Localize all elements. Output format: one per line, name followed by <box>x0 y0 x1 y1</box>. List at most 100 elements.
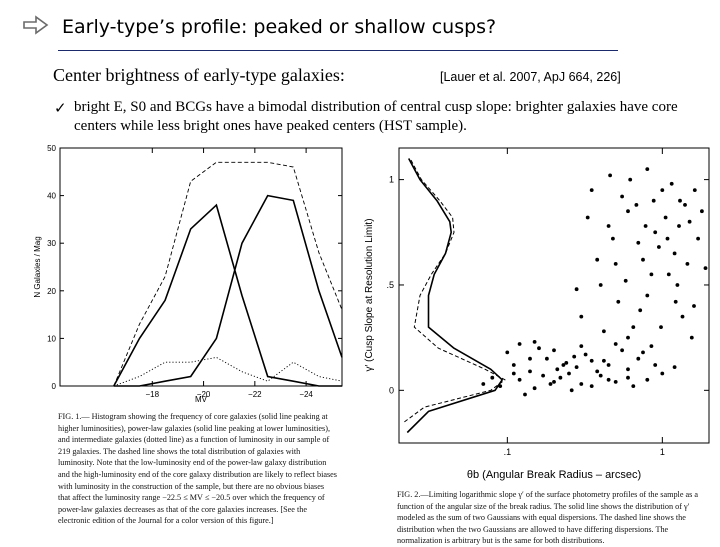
scatter-point <box>626 375 630 380</box>
scatter-point <box>626 209 630 214</box>
histogram-series-line <box>113 203 342 387</box>
scatter-point <box>511 363 516 367</box>
scatter-point <box>678 198 682 203</box>
scatter-point <box>613 380 618 384</box>
scatter-point <box>692 188 697 192</box>
scatter-y-tick-label: .5 <box>386 280 394 290</box>
scatter-point <box>641 350 645 355</box>
scatter-point <box>567 371 571 376</box>
citation: [Lauer et al. 2007, ApJ 664, 226] <box>440 70 621 84</box>
scatter-point <box>675 283 680 287</box>
scatter-model-curve <box>404 158 506 423</box>
histogram-x-tick-label: −18 <box>146 390 160 399</box>
scatter-point <box>660 371 665 376</box>
scatter-point <box>685 262 690 266</box>
scatter-point <box>628 177 633 182</box>
scatter-point <box>680 314 685 319</box>
scatter-point <box>552 348 556 353</box>
scatter-point <box>532 340 537 344</box>
scatter-point <box>555 367 560 372</box>
scatter-point <box>574 287 579 292</box>
scatter-model-curve <box>406 158 503 434</box>
scatter-point <box>552 380 556 384</box>
scatter-point <box>606 377 611 382</box>
scatter-point <box>608 173 612 178</box>
scatter-y-tick-label: 0 <box>389 385 394 395</box>
scatter-point <box>545 356 549 361</box>
scatter-point <box>703 266 708 270</box>
scatter-point <box>641 257 645 262</box>
slide-subtitle: Center brightness of early-type galaxies… <box>53 65 345 85</box>
scatter-point <box>574 365 579 369</box>
scatter-point <box>589 358 594 363</box>
scatter-y-tick-label: 1 <box>389 175 394 185</box>
histogram-frame <box>59 147 343 387</box>
scatter-y-axis-label: γ′ (Cusp Slope at Resolution Limit) <box>364 218 375 371</box>
scatter-point <box>672 251 677 256</box>
scatter-point <box>532 386 537 391</box>
scatter-point <box>631 325 636 329</box>
scatter-point <box>653 363 658 367</box>
scatter-point <box>657 245 661 249</box>
scatter-point <box>672 365 677 369</box>
scatter-point <box>537 346 541 351</box>
scatter-point <box>636 240 641 245</box>
scatter-point <box>572 354 577 359</box>
figure-1-caption: FIG. 1.— Histogram showing the frequency… <box>58 412 337 526</box>
scatter-point <box>589 188 594 192</box>
scatter-point <box>660 188 665 192</box>
scatter-point <box>541 373 545 378</box>
scatter-point <box>663 215 668 220</box>
scatter-point <box>598 283 603 287</box>
scatter-point <box>606 224 611 228</box>
scatter-point <box>523 392 527 397</box>
histogram-series-line <box>113 356 343 387</box>
scatter-point <box>659 325 663 329</box>
scatter-point <box>696 236 700 241</box>
scatter-point <box>528 369 532 374</box>
scatter-point <box>595 257 600 262</box>
scatter-point <box>481 382 486 386</box>
scatter-point <box>583 352 588 357</box>
scatter-point <box>558 375 563 380</box>
scatter-point <box>505 350 510 355</box>
scatter-point <box>511 371 516 376</box>
scatter-point <box>649 272 654 277</box>
histogram-series-line <box>113 194 343 387</box>
scatter-point <box>585 215 590 220</box>
scatter-point <box>589 384 594 388</box>
scatter-point <box>626 367 630 372</box>
scatter-figure: 0 .5 1 .1 1 θb (Angular Break Radius – arcse… <box>364 147 710 481</box>
scatter-point <box>548 382 553 386</box>
scatter-point <box>683 203 687 207</box>
scatter-point <box>649 344 654 348</box>
histogram-x-tick-label: −24 <box>299 390 313 399</box>
scatter-point <box>638 308 643 313</box>
scatter-point <box>623 278 628 283</box>
histogram-y-tick-label: 0 <box>52 382 57 391</box>
scatter-point <box>700 209 704 214</box>
scatter-point <box>517 342 522 346</box>
histogram-series-line <box>113 161 343 387</box>
title-divider <box>58 50 618 51</box>
slide-title: Early-type’s profile: peaked or shallow … <box>62 16 497 38</box>
scatter-point <box>665 236 670 241</box>
histogram-y-tick-label: 50 <box>47 144 56 153</box>
scatter-point <box>669 181 674 186</box>
scatter-x-axis-label: θb (Angular Break Radius – arcsec) <box>467 469 641 481</box>
scatter-point <box>636 356 641 361</box>
histogram-y-axis-label: N Galaxies / Mag <box>33 236 42 297</box>
scatter-frame <box>398 147 710 444</box>
scatter-point <box>692 304 696 308</box>
histogram-x-tick-label: −20 <box>197 390 211 399</box>
scatter-point <box>626 335 630 340</box>
scatter-point <box>645 293 650 298</box>
scatter-point <box>653 230 658 235</box>
histogram-x-tick-label: −22 <box>248 390 262 399</box>
histogram-y-tick-label: 10 <box>47 334 56 343</box>
bullet-text: bright E, S0 and BCGs have a bimodal dis… <box>74 99 678 134</box>
scatter-point <box>561 363 566 367</box>
scatter-point <box>613 262 618 266</box>
scatter-point <box>606 363 611 367</box>
scatter-point <box>645 167 650 171</box>
